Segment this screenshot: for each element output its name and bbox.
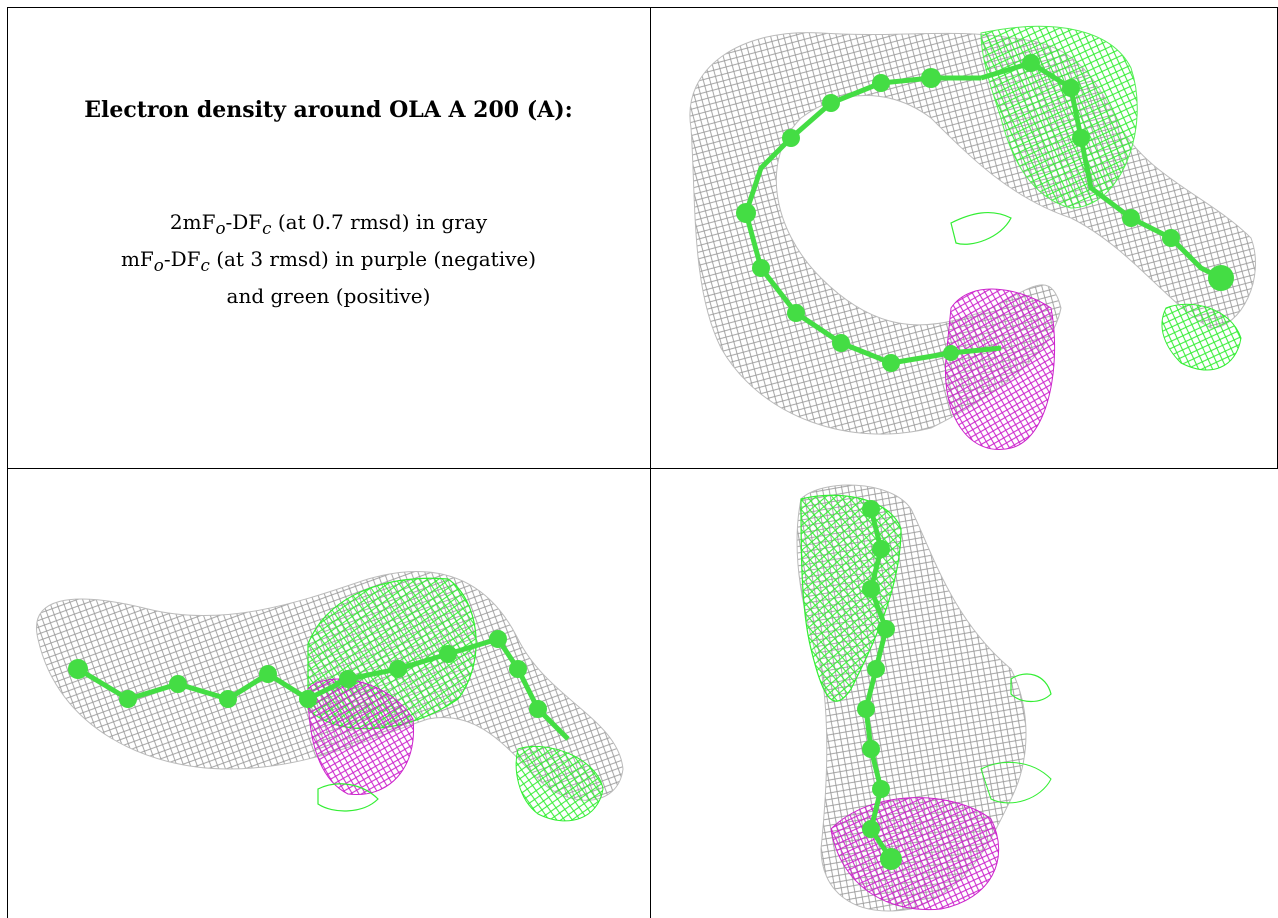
density-view-bottom-right (651, 469, 1278, 918)
caption-description: 2mFo-DFc (at 0.7 rmsd) in gray mFo-DFc (… (7, 207, 650, 311)
table-border-top (7, 7, 1278, 8)
density-view-top-right (651, 8, 1277, 468)
density-map-view-1-icon (689, 25, 1256, 450)
density-map-view-2-icon (36, 571, 624, 822)
density-map-view-3-icon (796, 484, 1052, 912)
table-divider-vertical (650, 7, 651, 918)
caption-line-3: and green (positive) (226, 284, 431, 308)
caption-line-2: mFo-DFc (at 3 rmsd) in purple (negative) (120, 247, 537, 275)
figure-table: Electron density around OLA A 200 (A): 2… (7, 7, 1278, 918)
caption-line-1: 2mFo-DFc (at 0.7 rmsd) in gray (169, 210, 488, 238)
caption-cell: Electron density around OLA A 200 (A): 2… (7, 7, 650, 468)
density-view-bottom-left (8, 469, 650, 918)
table-divider-horizontal (7, 468, 1278, 469)
table-border-left (7, 7, 8, 918)
caption-heading: Electron density around OLA A 200 (A): (84, 97, 573, 123)
